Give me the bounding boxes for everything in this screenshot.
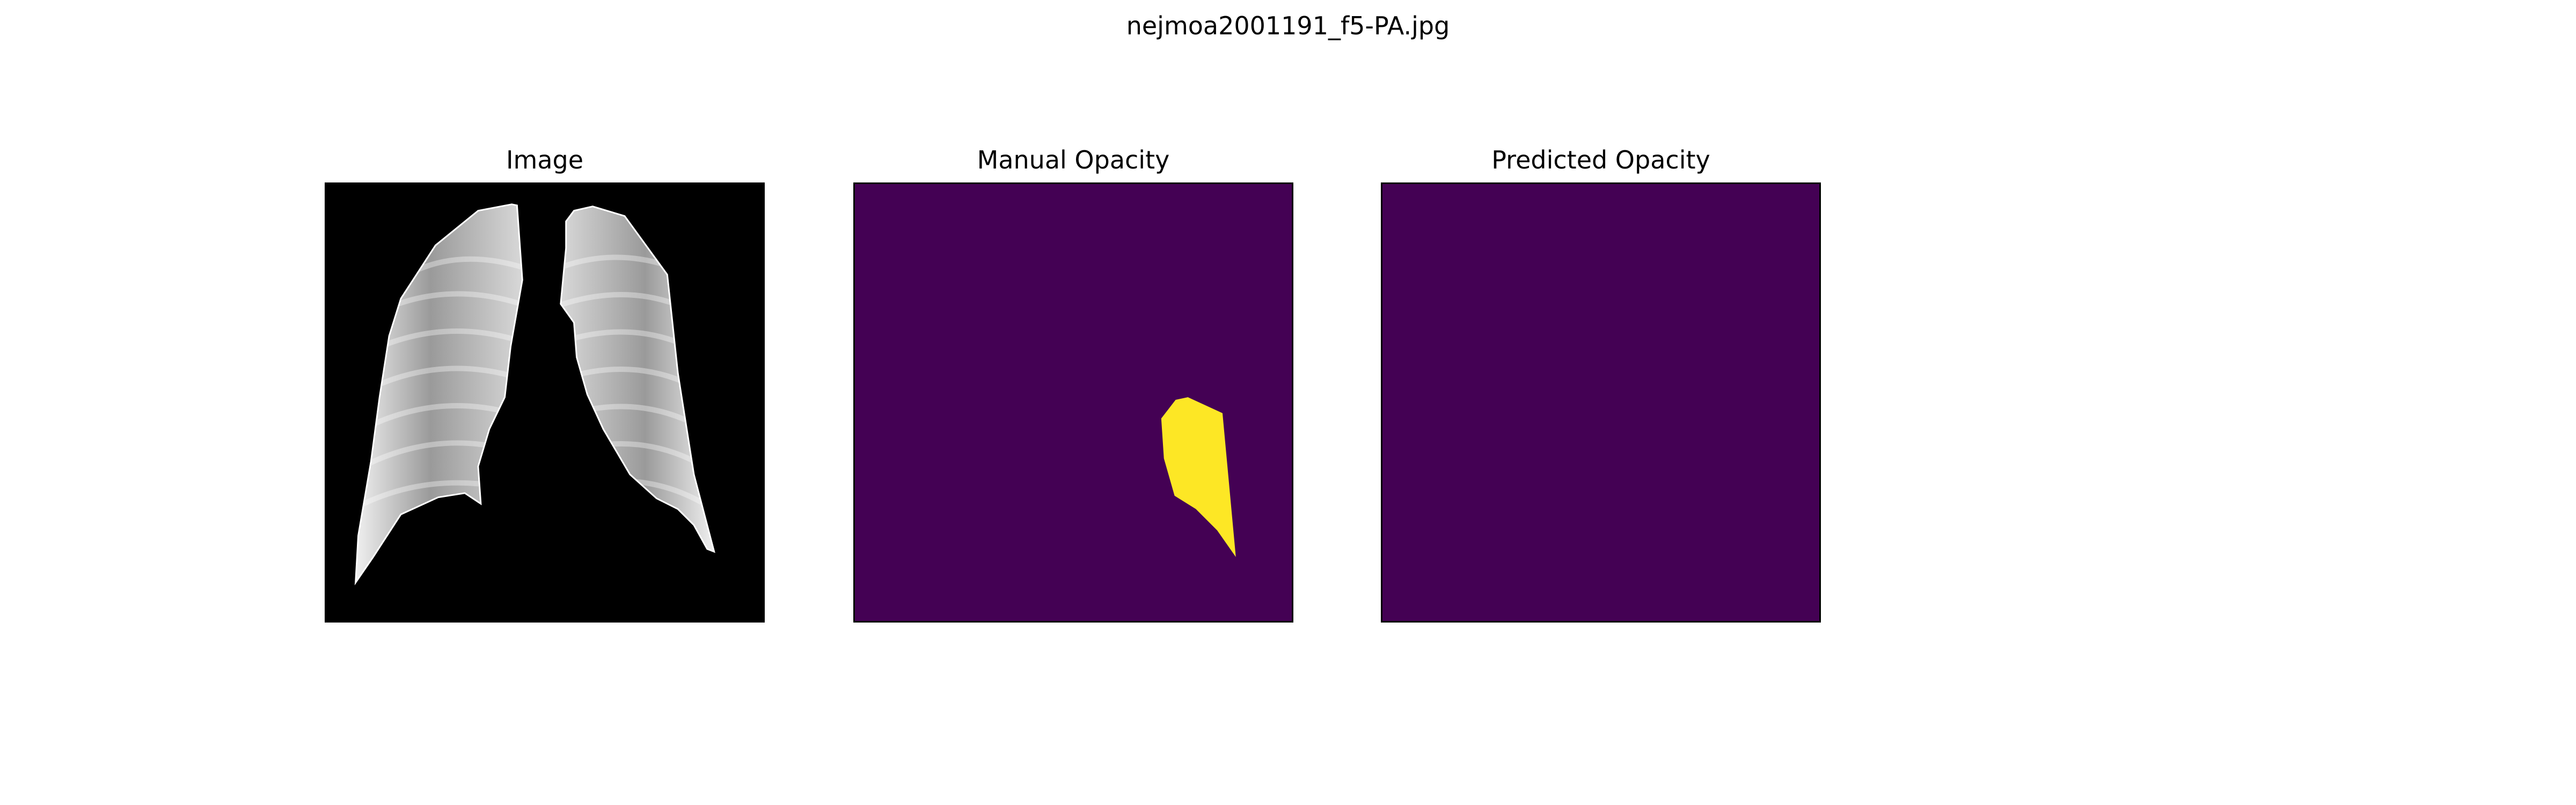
xray-image [326, 184, 763, 621]
xray-image-panel [325, 182, 765, 623]
mask-background [855, 184, 1292, 621]
predicted-opacity-panel [1381, 182, 1821, 623]
panel-title-manual-opacity: Manual Opacity [977, 145, 1170, 174]
opacity-region [1161, 397, 1236, 557]
mask-background [1382, 184, 1819, 621]
predicted-opacity-mask [1382, 184, 1819, 621]
figure-title: nejmoa2001191_f5-PA.jpg [1126, 11, 1450, 40]
manual-opacity-panel [853, 182, 1293, 623]
manual-opacity-mask [855, 184, 1292, 621]
panel-title-image: Image [506, 145, 584, 174]
panel-title-predicted-opacity: Predicted Opacity [1491, 145, 1710, 174]
